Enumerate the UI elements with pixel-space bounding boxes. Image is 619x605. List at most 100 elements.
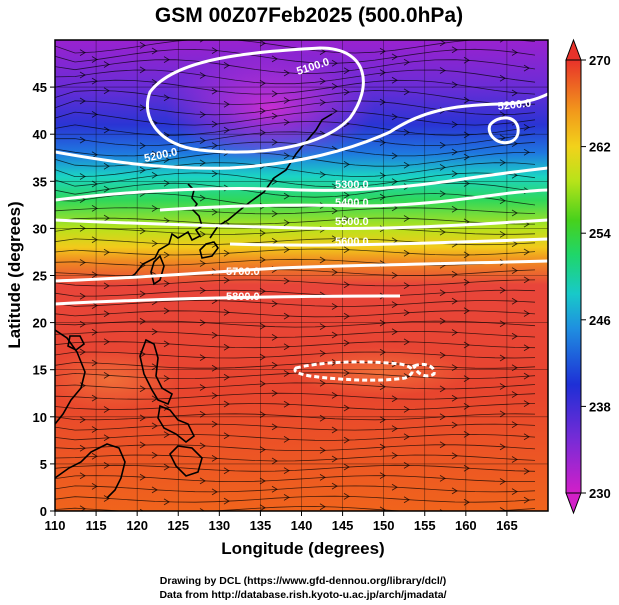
streamline-arrow [379, 193, 386, 201]
coast-japan [209, 113, 333, 239]
streamline-arrow [379, 348, 386, 356]
streamline [55, 351, 536, 359]
streamline-arrow [379, 383, 386, 391]
streamline-arrow [151, 451, 158, 459]
warm-patch-shading [55, 350, 180, 410]
streamline-arrow [439, 190, 446, 198]
streamline-arrow [391, 425, 398, 432]
streamline-arrow [103, 214, 110, 222]
streamline [55, 279, 536, 287]
y-tick-label: 35 [33, 174, 47, 189]
streamline-arrow [91, 426, 98, 433]
streamline-arrow [79, 472, 86, 480]
streamline-arrow [91, 56, 98, 63]
streamline-arrow [283, 246, 290, 253]
streamline [55, 79, 536, 95]
streamline-arrow [223, 467, 230, 475]
streamline [55, 162, 536, 178]
streamline-arrow [499, 443, 506, 451]
streamline-arrow [451, 270, 458, 278]
streamline-arrow [211, 142, 218, 149]
streamline-arrow [523, 148, 530, 156]
colorbar-min-arrow [565, 492, 582, 515]
streamline [55, 485, 536, 493]
streamline-arrow [439, 317, 446, 325]
streamline-arrow [499, 134, 506, 142]
streamline-arrow [331, 107, 338, 115]
x-tick-label: 115 [86, 518, 107, 533]
contour-5400 [159, 188, 548, 212]
streamline-arrow [511, 209, 518, 217]
streamline [55, 392, 536, 400]
streamline-arrow [259, 446, 266, 453]
streamline [55, 382, 536, 390]
streamline-arrow [151, 171, 158, 179]
streamline-arrow [223, 373, 230, 381]
streamline-arrow [211, 170, 218, 178]
x-tick-label: 160 [455, 518, 477, 533]
streamline [55, 423, 536, 431]
streamline-arrow [319, 48, 326, 55]
streamline [55, 300, 536, 307]
streamline-arrow [103, 282, 110, 290]
streamline-arrow [103, 495, 110, 502]
streamline-arrow [139, 473, 146, 481]
streamline-arrow [103, 310, 110, 318]
x-tick-label: 110 [45, 518, 66, 533]
streamline-arrow [211, 208, 218, 216]
streamline-arrow [283, 97, 290, 104]
streamline-arrow [331, 235, 338, 243]
streamline-arrow [139, 317, 146, 325]
streamline-arrow [343, 493, 350, 500]
streamline-arrow [319, 474, 326, 481]
streamline-arrow [451, 205, 458, 213]
streamline-arrow [511, 332, 518, 340]
streamline-arrow [403, 215, 410, 222]
streamline [55, 289, 536, 297]
streamline-arrow [319, 171, 326, 178]
streamline-arrow [319, 77, 326, 85]
y-tick-label: 10 [33, 410, 47, 425]
streamline-arrow [379, 172, 386, 179]
streamline [55, 131, 536, 147]
streamline-arrow [199, 137, 206, 144]
streamline [55, 495, 536, 503]
streamline-arrow [199, 410, 206, 418]
streamline-arrow [79, 320, 86, 328]
streamline-arrow [79, 416, 86, 424]
streamline-arrow [283, 467, 290, 474]
streamline-arrow [499, 286, 506, 294]
streamline-arrow [403, 161, 410, 169]
streamline [55, 193, 536, 208]
streamline-arrow [151, 150, 158, 158]
streamline-arrow [223, 343, 230, 351]
x-tick-label: 140 [291, 518, 313, 533]
contour-5700 [55, 259, 548, 283]
streamline-arrow [271, 210, 278, 218]
streamline-arrow [451, 487, 458, 495]
streamline-arrow [211, 120, 218, 128]
streamline-arrow [403, 462, 410, 469]
streamline-arrow [91, 452, 98, 460]
streamline-arrow [451, 148, 458, 156]
contour-label: 5300.0 [335, 179, 369, 191]
contour-label: 5800.0 [226, 291, 260, 303]
streamline-arrow [79, 444, 86, 452]
streamline-arrow [223, 276, 230, 284]
streamline [55, 59, 536, 74]
streamline-arrow [343, 191, 350, 199]
streamline-arrow [91, 483, 98, 490]
streamline-arrow [103, 462, 110, 469]
streamline-arrow [451, 46, 458, 54]
streamline-arrow [379, 319, 386, 327]
streamline [55, 238, 536, 246]
credit-drawing: Drawing by DCL (https://www.gfd-dennou.o… [160, 575, 446, 587]
streamline-arrow [439, 67, 446, 74]
streamline [55, 182, 536, 198]
streamline-arrow [499, 383, 506, 390]
streamline-arrow [439, 475, 446, 482]
streamline-arrow [343, 67, 350, 75]
streamline-arrow [199, 230, 206, 238]
streamline-arrow [163, 307, 170, 315]
streamline-arrow [283, 192, 290, 200]
